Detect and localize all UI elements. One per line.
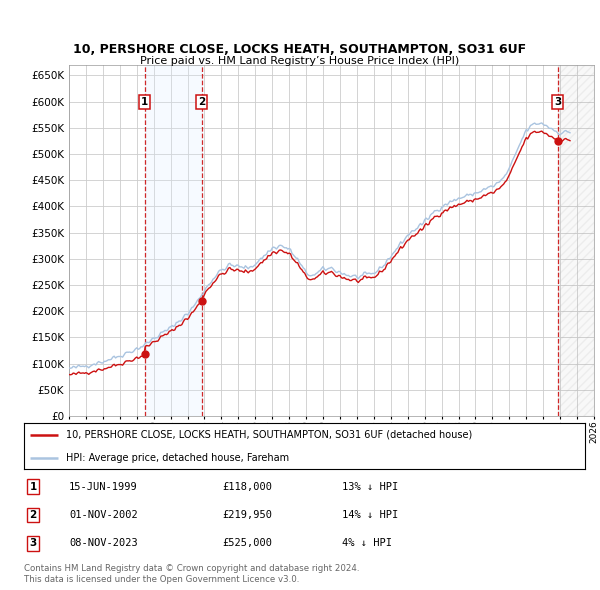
Text: 2: 2 [198,97,205,107]
Text: 10, PERSHORE CLOSE, LOCKS HEATH, SOUTHAMPTON, SO31 6UF (detached house): 10, PERSHORE CLOSE, LOCKS HEATH, SOUTHAM… [66,430,472,440]
Text: 15-JUN-1999: 15-JUN-1999 [69,482,138,491]
Text: 1: 1 [141,97,148,107]
Text: 3: 3 [29,539,37,548]
Text: 01-NOV-2002: 01-NOV-2002 [69,510,138,520]
Text: 10, PERSHORE CLOSE, LOCKS HEATH, SOUTHAMPTON, SO31 6UF: 10, PERSHORE CLOSE, LOCKS HEATH, SOUTHAM… [73,43,527,56]
Text: 14% ↓ HPI: 14% ↓ HPI [342,510,398,520]
Text: This data is licensed under the Open Government Licence v3.0.: This data is licensed under the Open Gov… [24,575,299,584]
Bar [557,65,594,416]
Text: 2: 2 [29,510,37,520]
Text: Contains HM Land Registry data © Crown copyright and database right 2024.: Contains HM Land Registry data © Crown c… [24,565,359,573]
Text: 1: 1 [29,482,37,491]
Text: £219,950: £219,950 [222,510,272,520]
Text: £118,000: £118,000 [222,482,272,491]
Text: 13% ↓ HPI: 13% ↓ HPI [342,482,398,491]
Text: 3: 3 [554,97,561,107]
Text: Price paid vs. HM Land Registry’s House Price Index (HPI): Price paid vs. HM Land Registry’s House … [140,56,460,66]
Text: HPI: Average price, detached house, Fareham: HPI: Average price, detached house, Fare… [66,453,289,463]
Bar [145,65,202,416]
Text: £525,000: £525,000 [222,539,272,548]
Text: 08-NOV-2023: 08-NOV-2023 [69,539,138,548]
Bar [557,65,594,416]
Text: 4% ↓ HPI: 4% ↓ HPI [342,539,392,548]
